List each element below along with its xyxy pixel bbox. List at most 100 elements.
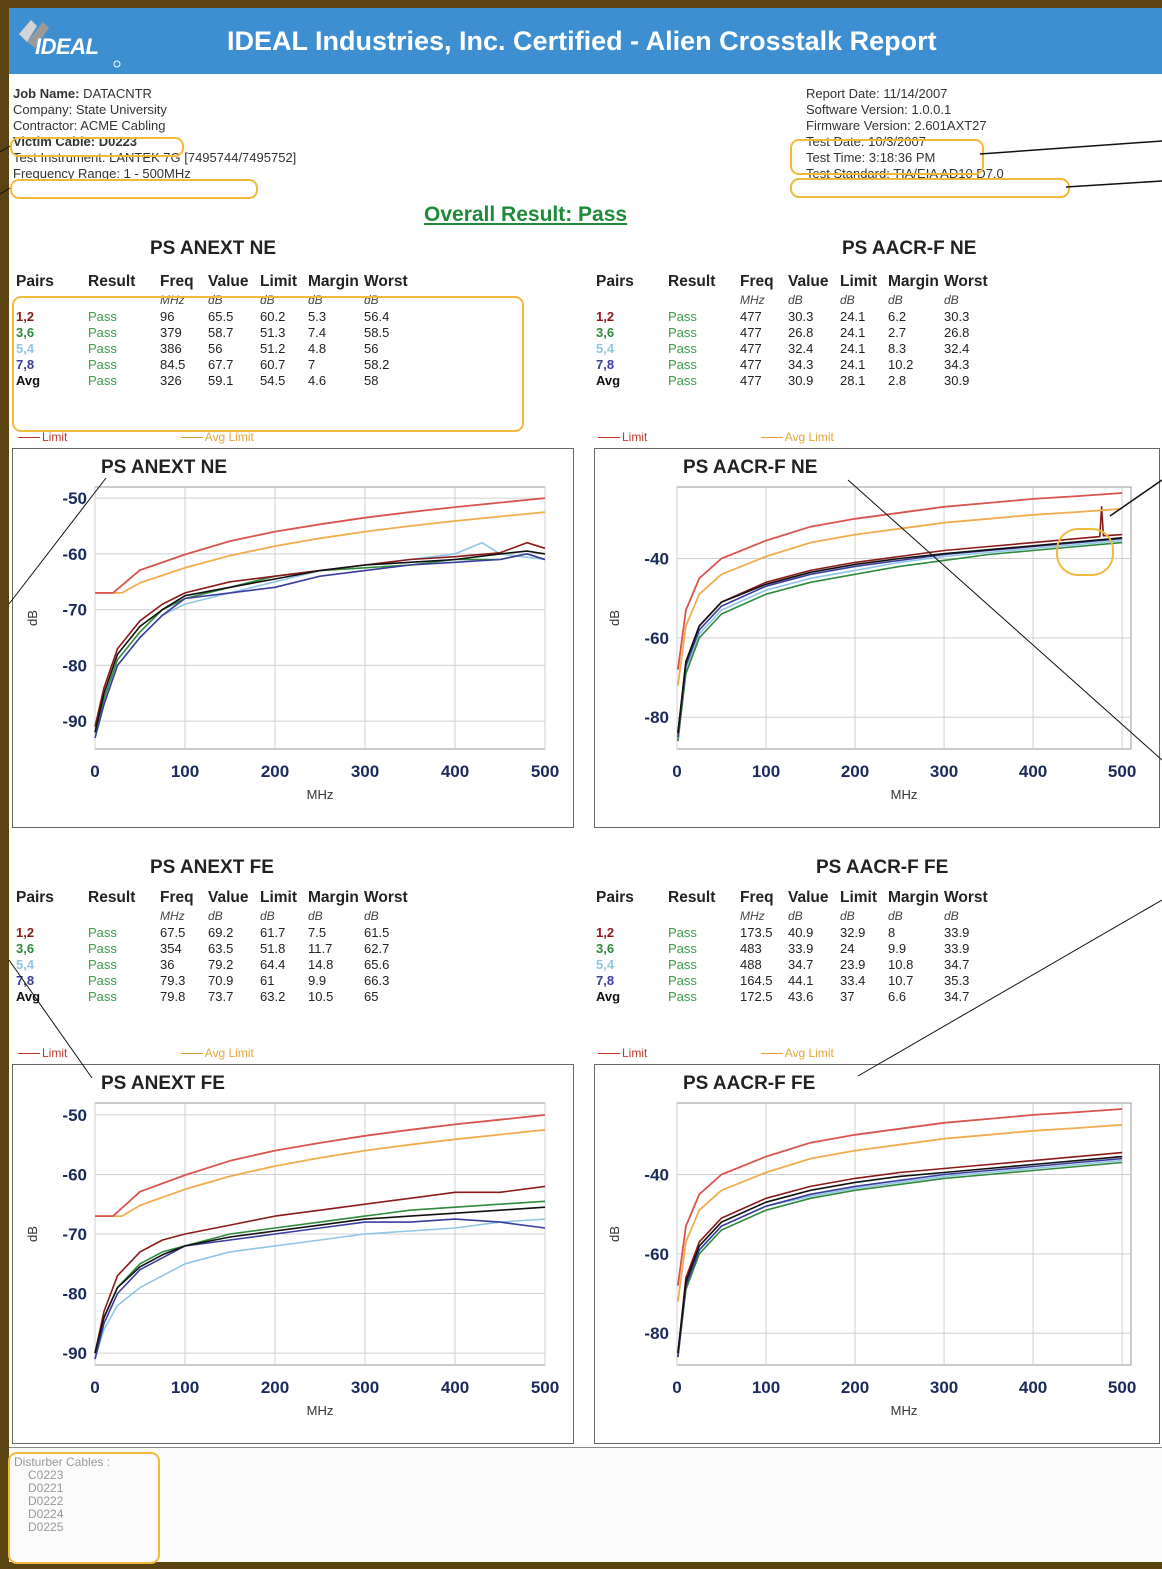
column-header: Result bbox=[88, 889, 136, 906]
cell-freq: 477 bbox=[740, 340, 762, 356]
series-line-pair-12 bbox=[94, 1185, 546, 1354]
overall-result: Overall Result: Pass bbox=[424, 203, 628, 226]
cell-result: Pass bbox=[668, 340, 697, 356]
unit-cell bbox=[596, 908, 668, 924]
cell-pair: Avg bbox=[16, 988, 41, 1004]
y-tick-label: -70 bbox=[62, 601, 87, 620]
cell-result: Pass bbox=[88, 372, 117, 388]
legend-limit: Limit bbox=[18, 430, 67, 444]
y-tick-label: -90 bbox=[62, 712, 87, 731]
cell-result: Pass bbox=[668, 988, 697, 1004]
cell-margin: 11.7 bbox=[308, 940, 333, 956]
table-header-row: Pairs Result Freq Value Limit Margin Worst bbox=[16, 272, 424, 292]
callout-line-test-standard bbox=[1065, 180, 1162, 188]
column-header: Worst bbox=[364, 889, 408, 906]
ideal-logo: IDEAL bbox=[13, 12, 125, 70]
y-tick-label: -70 bbox=[62, 1225, 87, 1244]
cell-pair: Avg bbox=[596, 372, 621, 388]
cell-freq: 67.5 bbox=[160, 924, 186, 940]
cell-limit: 64.4 bbox=[260, 956, 286, 972]
cell-freq: 164.5 bbox=[740, 972, 773, 988]
unit-cell bbox=[16, 908, 88, 924]
unit-cell: dB bbox=[260, 909, 275, 923]
table-row: Avg Pass 172.5 43.6 37 6.6 34.7 bbox=[596, 988, 1004, 1004]
cell-limit: 60.2 bbox=[260, 308, 286, 324]
y-tick-label: -60 bbox=[644, 1245, 669, 1264]
instrument-line: Test Instrument: LANTEK 7G [7495744/7495… bbox=[13, 150, 297, 165]
cell-limit: 51.2 bbox=[260, 340, 286, 356]
column-header: Limit bbox=[260, 273, 298, 290]
table-units-row: MHz dB dB dB dB bbox=[596, 908, 1004, 924]
table-row: 7,8 Pass 84.5 67.7 60.7 7 58.2 bbox=[16, 356, 424, 372]
cell-pair: 7,8 bbox=[16, 972, 35, 988]
column-header: Result bbox=[668, 889, 716, 906]
test-time-line: Test Time: 3:18:36 PM bbox=[806, 150, 936, 165]
cell-result: Pass bbox=[668, 308, 697, 324]
column-header: Freq bbox=[160, 889, 194, 906]
job-info: Job Name: DATACNTR Company: State Univer… bbox=[13, 86, 296, 182]
table-title-anext-ne: PS ANEXT NE bbox=[150, 238, 276, 259]
column-header: Margin bbox=[888, 889, 939, 906]
y-tick-label: -80 bbox=[62, 656, 87, 675]
column-header: Worst bbox=[364, 273, 408, 290]
legend-avg-limit-line bbox=[180, 437, 203, 439]
cell-value: 70.9 bbox=[208, 972, 234, 988]
table-row: 3,6 Pass 477 26.8 24.1 2.7 26.8 bbox=[596, 324, 1004, 340]
legend-limit-line bbox=[18, 437, 40, 439]
cell-pair: 5,4 bbox=[596, 340, 615, 356]
cell-value: 69.2 bbox=[208, 924, 234, 940]
table-title-anext-fe: PS ANEXT FE bbox=[150, 857, 274, 878]
job-name-label: Job Name: bbox=[13, 86, 80, 101]
table-row: 7,8 Pass 164.5 44.1 33.4 10.7 35.3 bbox=[596, 972, 1004, 988]
unit-cell: dB bbox=[944, 293, 959, 307]
column-header: Value bbox=[788, 273, 829, 290]
disturber-item: D0222 bbox=[28, 1494, 64, 1508]
unit-cell: dB bbox=[840, 293, 855, 307]
cell-freq: 483 bbox=[740, 940, 762, 956]
cell-margin: 4.6 bbox=[308, 372, 327, 388]
table-row: 5,4 Pass 36 79.2 64.4 14.8 65.6 bbox=[16, 956, 424, 972]
x-tick-label: 100 bbox=[171, 762, 199, 781]
anext-ne-table-highlight bbox=[12, 296, 524, 432]
y-axis-label: dB bbox=[25, 610, 40, 626]
unit-cell bbox=[596, 292, 668, 308]
cell-pair: 7,8 bbox=[596, 356, 615, 372]
column-header: Freq bbox=[740, 273, 774, 290]
cell-result: Pass bbox=[88, 972, 117, 988]
unit-cell: dB bbox=[364, 909, 379, 923]
x-tick-label: 0 bbox=[672, 1378, 681, 1397]
legend-limit-text: Limit bbox=[42, 430, 68, 444]
cell-margin: 4.8 bbox=[308, 340, 327, 356]
chart-svg: PS ANEXT FE 0 100 200 300 400 500 -50 -60 -70 -80 -… bbox=[25, 1073, 559, 1418]
disturber-item: C0223 bbox=[28, 1468, 64, 1482]
table-row: 1,2 Pass 96 65.5 60.2 5.3 56.4 bbox=[16, 308, 424, 324]
logo-graphic bbox=[19, 20, 121, 68]
cell-result: Pass bbox=[88, 956, 117, 972]
cell-worst: 32.4 bbox=[944, 340, 970, 356]
cell-result: Pass bbox=[668, 956, 697, 972]
table-row: 1,2 Pass 67.5 69.2 61.7 7.5 61.5 bbox=[16, 924, 424, 940]
legend-limit-line bbox=[18, 1053, 40, 1055]
series-line-avg bbox=[94, 550, 546, 733]
cell-value: 56 bbox=[208, 340, 223, 356]
legend-avg-limit: Avg Limit bbox=[760, 430, 834, 444]
chart-svg: PS AACR-F NE 0 100 200 300 400 500 -40 -60 -80 MHz… bbox=[607, 457, 1136, 802]
cell-result: Pass bbox=[88, 988, 117, 1004]
cell-result: Pass bbox=[88, 308, 117, 324]
cell-limit: 51.8 bbox=[260, 940, 286, 956]
table-title-aacrf-ne: PS AACR-F NE bbox=[842, 238, 977, 259]
legend-avg-limit-line bbox=[760, 437, 783, 439]
cell-freq: 477 bbox=[740, 372, 762, 388]
cell-value: 58.7 bbox=[208, 324, 234, 340]
legend-limit: Limit bbox=[598, 1046, 647, 1060]
cell-value: 30.3 bbox=[788, 308, 814, 324]
table-row: 7,8 Pass 79.3 70.9 61 9.9 66.3 bbox=[16, 972, 424, 988]
cell-value: 44.1 bbox=[788, 972, 814, 988]
cell-result: Pass bbox=[668, 356, 697, 372]
cell-limit: 23.9 bbox=[840, 956, 866, 972]
y-tick-label: -40 bbox=[644, 549, 669, 568]
cell-pair: 7,8 bbox=[16, 356, 35, 372]
contractor-line: Contractor: ACME Cabling bbox=[13, 118, 166, 133]
disturber-panel bbox=[9, 1447, 1162, 1562]
